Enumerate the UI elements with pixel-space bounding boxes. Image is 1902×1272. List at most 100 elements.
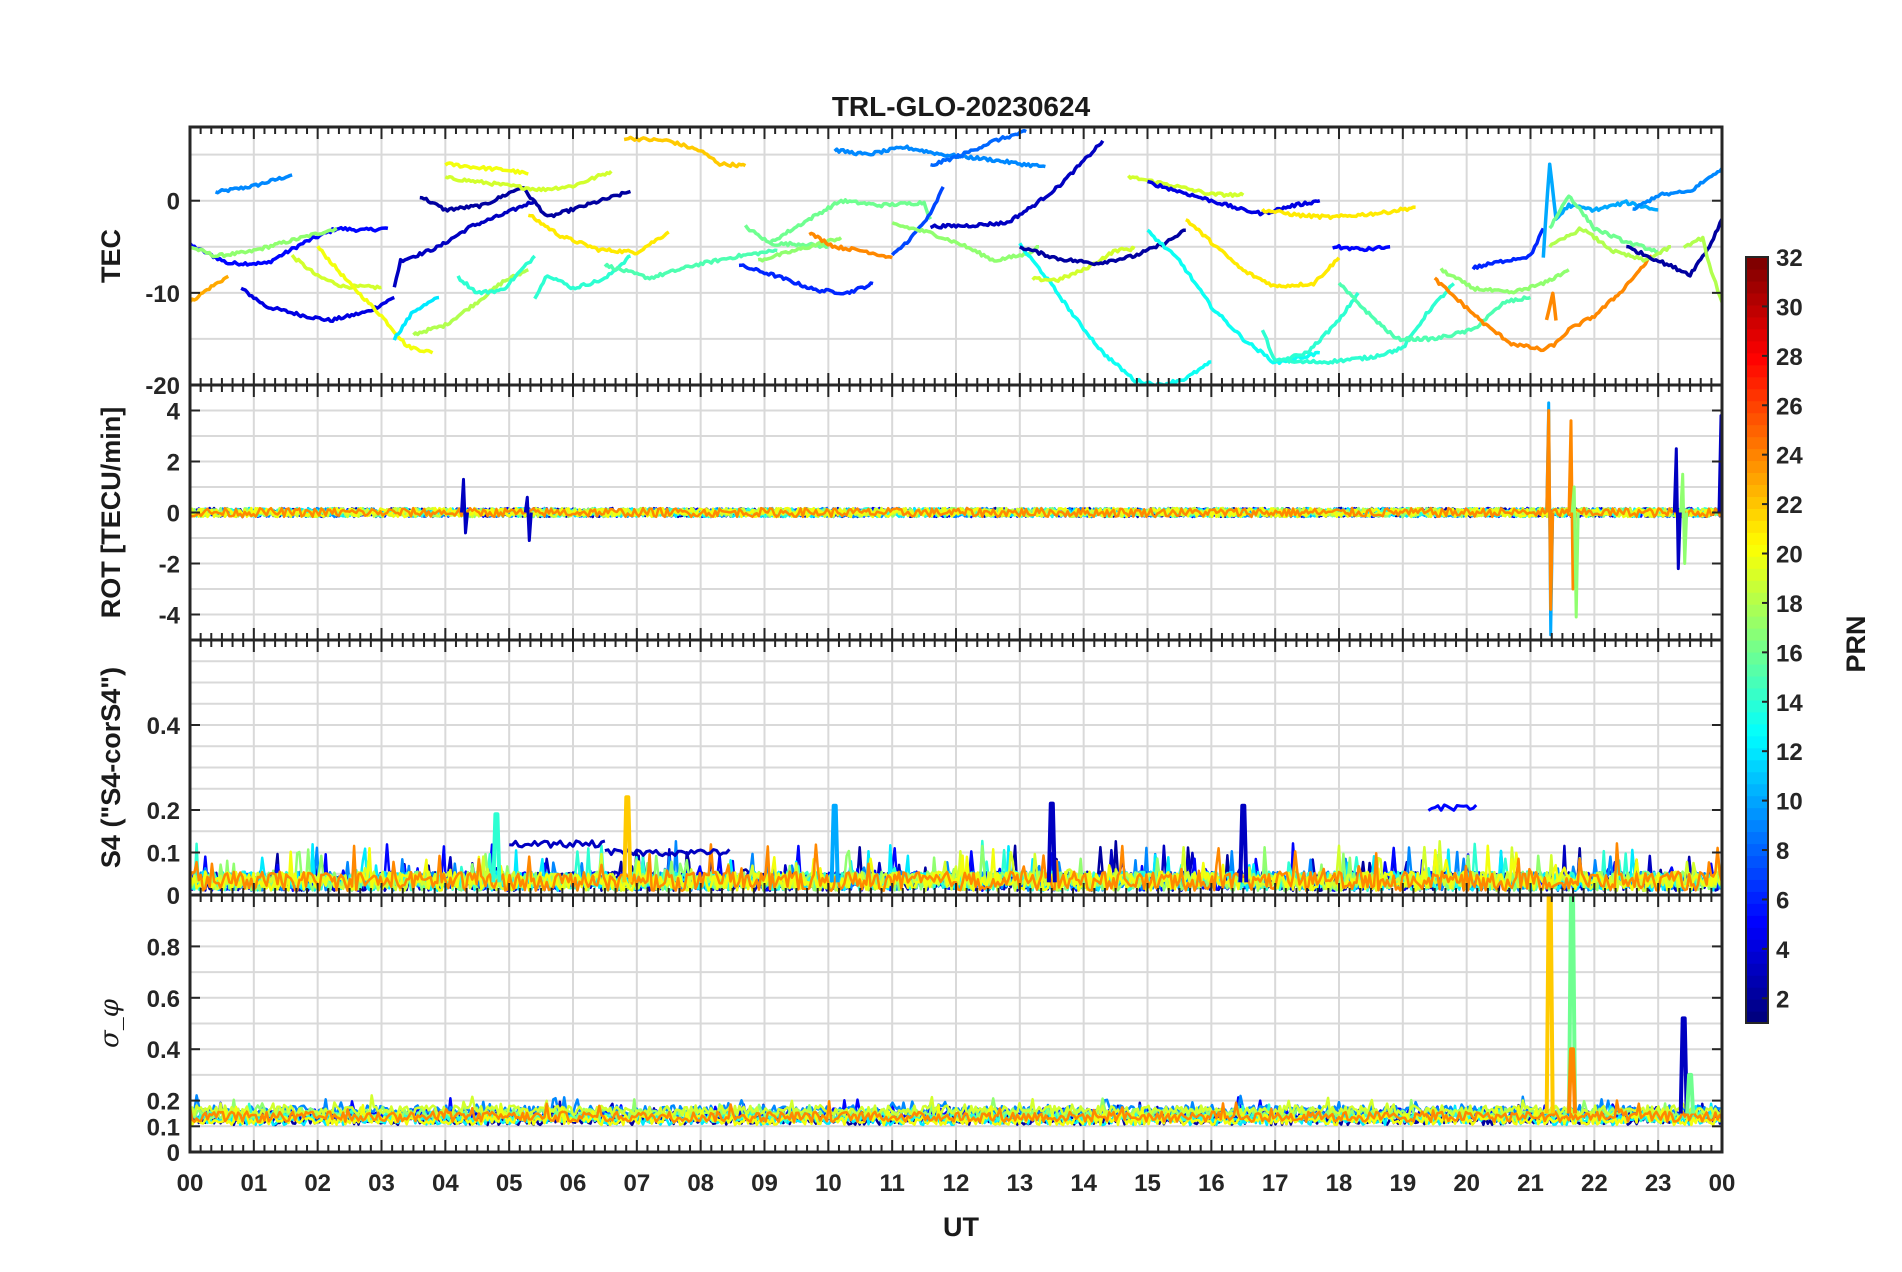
colorbar-cell (1746, 412, 1768, 426)
series-line (1433, 254, 1653, 353)
series-line (444, 161, 529, 176)
colorbar-cell (1746, 699, 1768, 713)
colorbar-cell (1746, 831, 1768, 845)
y-axis-label: TEC (96, 229, 126, 283)
series-line (1471, 227, 1545, 271)
colorbar-cell (1746, 257, 1768, 270)
y-tick-label: 0 (167, 883, 180, 910)
colorbar-cell (1746, 651, 1768, 665)
data-spike (1672, 447, 1682, 571)
series-line (509, 839, 606, 849)
y-tick-label: -20 (145, 373, 180, 400)
data-spike (1678, 1016, 1689, 1114)
x-tick-label: 17 (1262, 1170, 1289, 1197)
colorbar-tick-label: 6 (1776, 887, 1789, 914)
colorbar-cell (1746, 376, 1768, 390)
panel-s4: 0 0.1 0.2 0.4 S4 ("S4-corS4") (96, 638, 1724, 910)
data-spike (1545, 409, 1555, 611)
y-tick-label: -4 (159, 603, 181, 630)
panel-sigma: 00.10.2 0.4 0.6 0.8 σ_φ (95, 893, 1724, 1167)
colorbar-cell (1746, 304, 1768, 318)
colorbar-cell (1746, 843, 1768, 857)
colorbar-cell (1746, 544, 1768, 557)
x-axis-label: UT (943, 1212, 979, 1242)
colorbar-cell (1746, 987, 1768, 1000)
y-tick-label: 0.2 (147, 1089, 180, 1116)
y-tick-label: 0.4 (147, 713, 181, 740)
series-line (1337, 281, 1532, 343)
colorbar-tick-label: 10 (1776, 789, 1803, 816)
colorbar-cell (1746, 951, 1768, 964)
colorbar-cell (1746, 592, 1768, 605)
x-tick-label: 02 (304, 1170, 331, 1197)
colorbar-cell (1746, 915, 1768, 928)
colorbar-cell (1746, 891, 1768, 904)
colorbar-cell (1746, 675, 1768, 689)
series-line (1261, 205, 1416, 221)
colorbar-tick-label: 20 (1776, 542, 1803, 569)
colorbar-tick-label: 28 (1776, 344, 1803, 371)
series-line (190, 1103, 1722, 1127)
colorbar-cell (1746, 855, 1768, 869)
x-tick-label: 22 (1581, 1170, 1608, 1197)
series-line (214, 173, 293, 195)
colorbar-tick-label: 12 (1776, 739, 1803, 766)
data-spike (1046, 801, 1057, 883)
series-line (392, 295, 440, 341)
y-tick-label: 0.4 (147, 1037, 181, 1064)
data-spike (1685, 1072, 1696, 1114)
x-axis: 00 01 02 03 04 05 06 07 08 09 10 11 12 13 14 15 16 17 18 19… (177, 1170, 1736, 1197)
x-tick-label: 16 (1198, 1170, 1225, 1197)
colorbar-cell (1746, 975, 1768, 988)
series-line (190, 225, 389, 267)
colorbar-tick-label: 26 (1776, 393, 1803, 420)
colorbar-cell (1746, 795, 1768, 809)
colorbar-tick-label: 22 (1776, 492, 1803, 519)
data-layer (190, 128, 1722, 385)
series-line (929, 139, 1105, 230)
x-tick-label: 08 (687, 1170, 714, 1197)
panel-rot: 4 2 0 -2 -4 ROT [TECU/min] (96, 383, 1724, 642)
series-line (190, 842, 1722, 892)
colorbar-cell (1746, 879, 1768, 892)
y-tick-label: 0 (167, 1140, 180, 1167)
colorbar-cell (1746, 999, 1768, 1012)
x-tick-label: 00 (1709, 1170, 1736, 1197)
colorbar-cell (1746, 520, 1768, 533)
data-spike (1567, 1047, 1577, 1114)
series-line (190, 226, 338, 259)
colorbar-cell (1746, 939, 1768, 952)
colorbar-cell (1746, 292, 1768, 306)
series-line (891, 221, 1039, 263)
series-line (1682, 235, 1722, 303)
colorbar-cell (1746, 532, 1768, 545)
colorbar-cell (1746, 268, 1768, 282)
data-layer (190, 401, 1722, 637)
data-spike (1238, 803, 1249, 883)
colorbar-cell (1746, 903, 1768, 916)
series-line (1427, 803, 1478, 812)
series-line (392, 199, 536, 288)
series-line (1439, 267, 1570, 295)
colorbar-tick-label: 14 (1776, 690, 1803, 717)
series-line (757, 236, 843, 263)
colorbar-cell (1746, 867, 1768, 880)
series-line (808, 231, 893, 260)
data-spike (1679, 472, 1689, 565)
x-tick-label: 03 (368, 1170, 395, 1197)
colorbar-cell (1746, 927, 1768, 940)
colorbar-cell (1746, 711, 1768, 725)
x-tick-label: 13 (1006, 1170, 1033, 1197)
colorbar-tick-label: 24 (1776, 443, 1803, 470)
data-spike (1544, 895, 1555, 1114)
x-tick-label: 09 (751, 1170, 778, 1197)
colorbar-cell (1746, 807, 1768, 821)
y-tick-label: 0.6 (147, 986, 180, 1013)
series-line (190, 1099, 1722, 1124)
colorbar-cell (1746, 747, 1768, 761)
series-line (623, 135, 747, 169)
series-line (603, 248, 778, 281)
panel-tec: 0 -10 -20 TEC (96, 125, 1724, 400)
data-spike (1717, 414, 1722, 565)
